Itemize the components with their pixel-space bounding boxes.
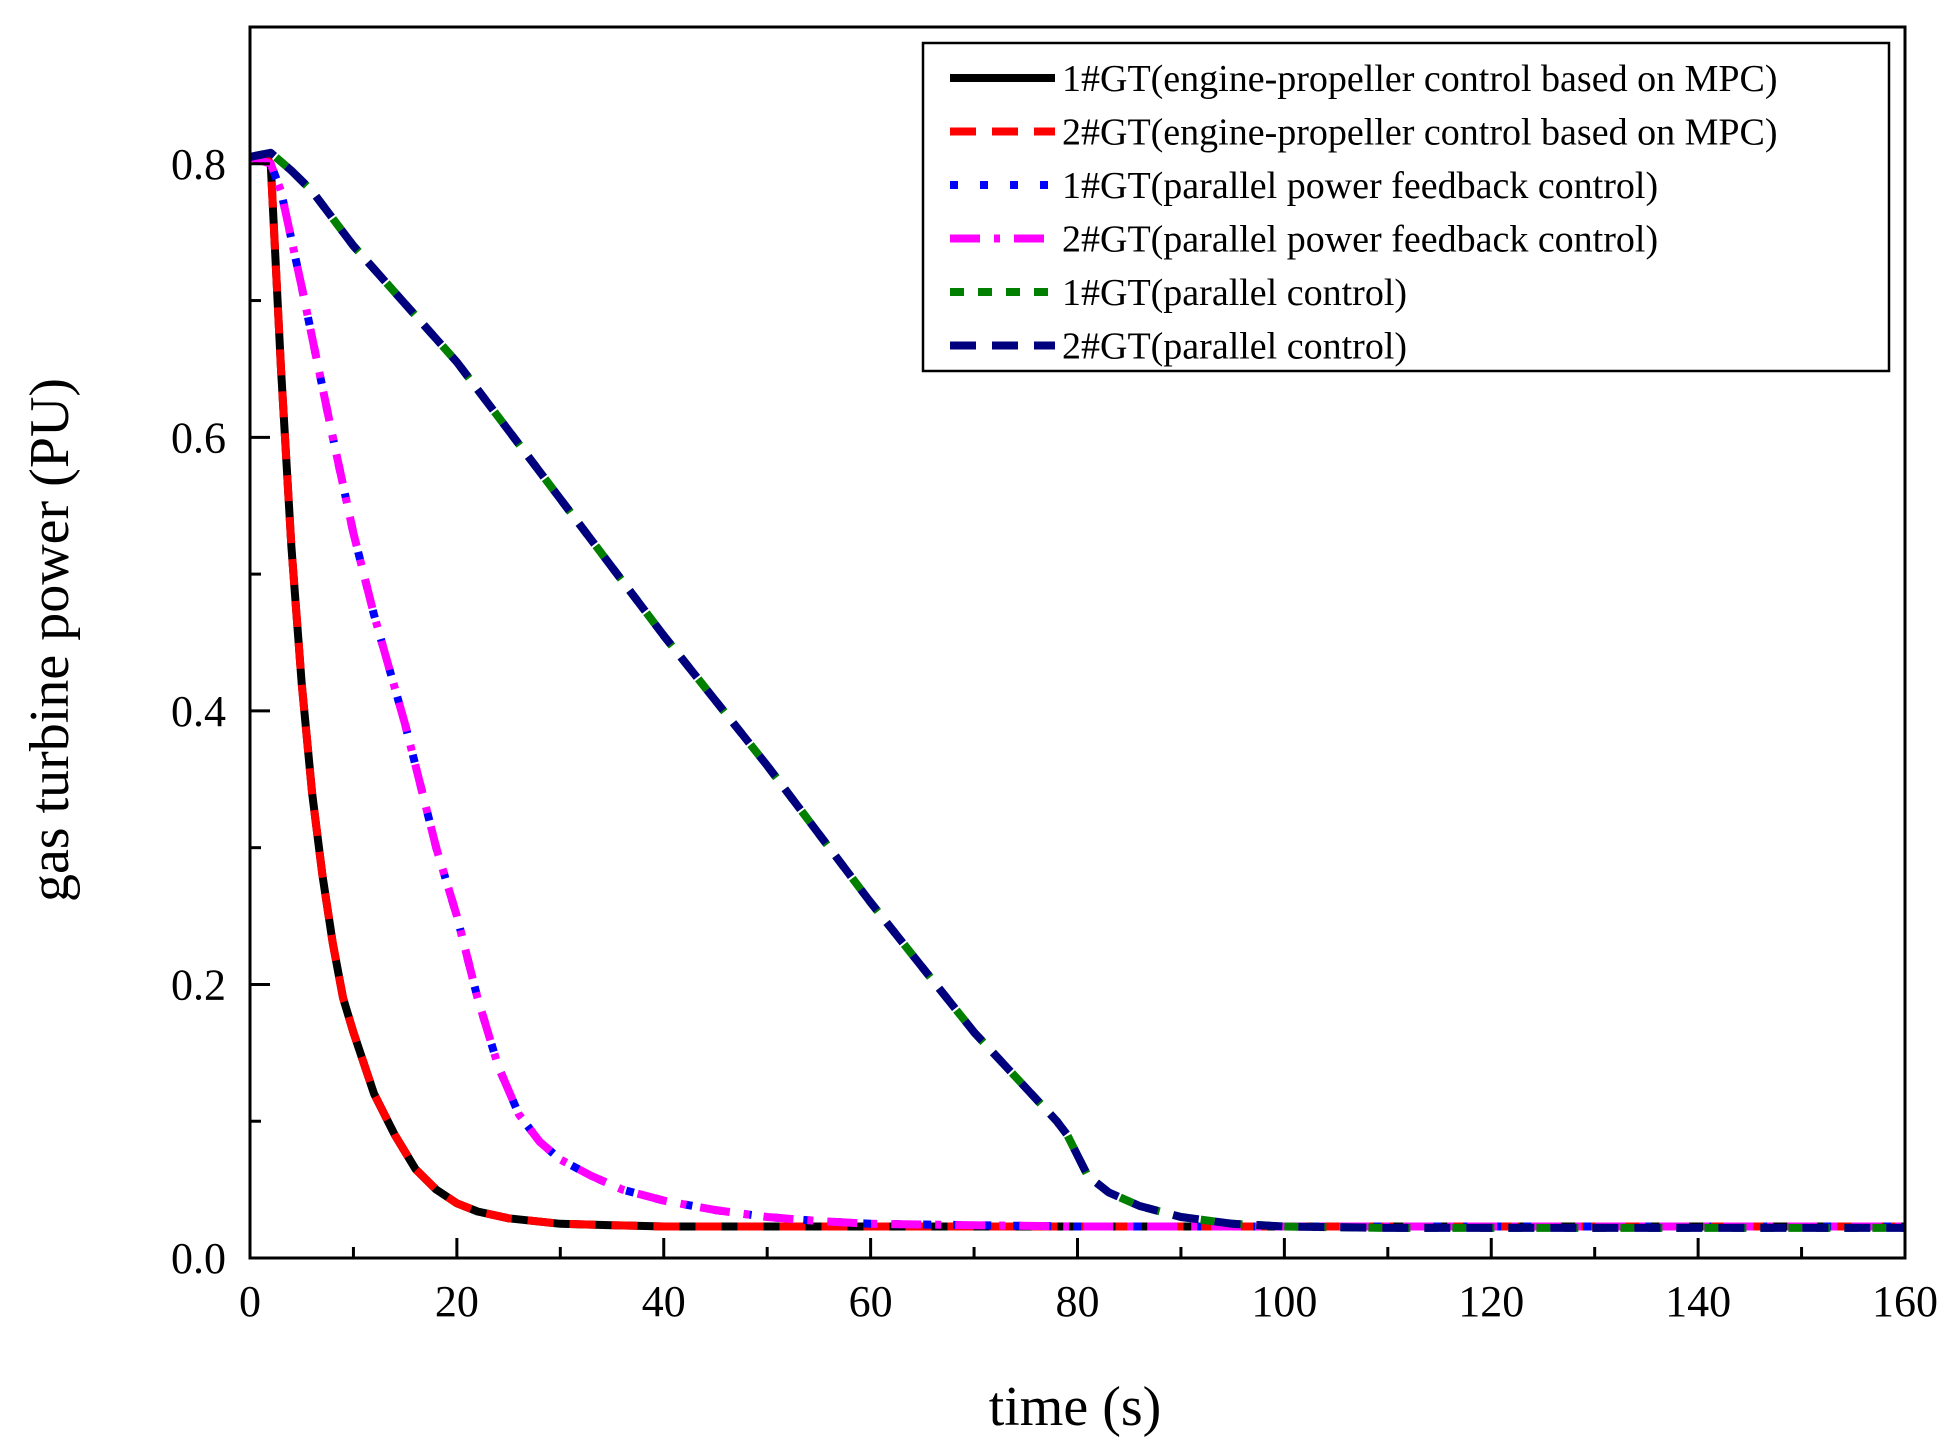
series-line-2 [250,152,1905,1231]
x-tick-label: 80 [1056,1277,1100,1326]
x-tick-label: 140 [1665,1277,1731,1326]
y-tick-label: 0.0 [171,1234,226,1283]
y-tick-label: 0.4 [171,687,226,736]
series-layer [250,148,1905,1232]
x-tick-label: 40 [642,1277,686,1326]
legend-label-4: 2#GT(parallel power feedback control) [1062,219,1658,261]
x-axis-title: time (s) [989,1376,1162,1438]
legend-label-2: 2#GT(engine-propeller control based on M… [1062,112,1778,154]
legend: 1#GT(engine-propeller control based on M… [921,41,1891,373]
legend-label-3: 1#GT(parallel power feedback control) [1062,165,1658,207]
y-tick-label: 0.8 [171,140,226,189]
legend-label-1: 1#GT(engine-propeller control based on M… [1062,58,1778,100]
y-axis-title: gas turbine power (PU) [19,378,81,902]
x-tick-label: 160 [1872,1277,1938,1326]
x-tick-label: 20 [435,1277,479,1326]
y-tick-label: 0.6 [171,413,226,462]
legend-box [921,41,1891,373]
legend-label-6: 2#GT(parallel control) [1062,326,1407,368]
axes-layer: 0 20 40 60 80 100 120 140 160 0.0 0.2 0.4 0.6 0.8 [171,25,1938,1326]
legend-label-5: 1#GT(parallel control) [1062,272,1407,314]
x-tick-label: 100 [1251,1277,1317,1326]
x-tick-label: 120 [1458,1277,1524,1326]
x-tick-label: 0 [239,1277,261,1326]
series-line-6 [250,148,1905,1232]
series-line-4 [250,153,1905,1231]
y-tick-label: 0.2 [171,960,226,1009]
x-tick-label: 60 [849,1277,893,1326]
